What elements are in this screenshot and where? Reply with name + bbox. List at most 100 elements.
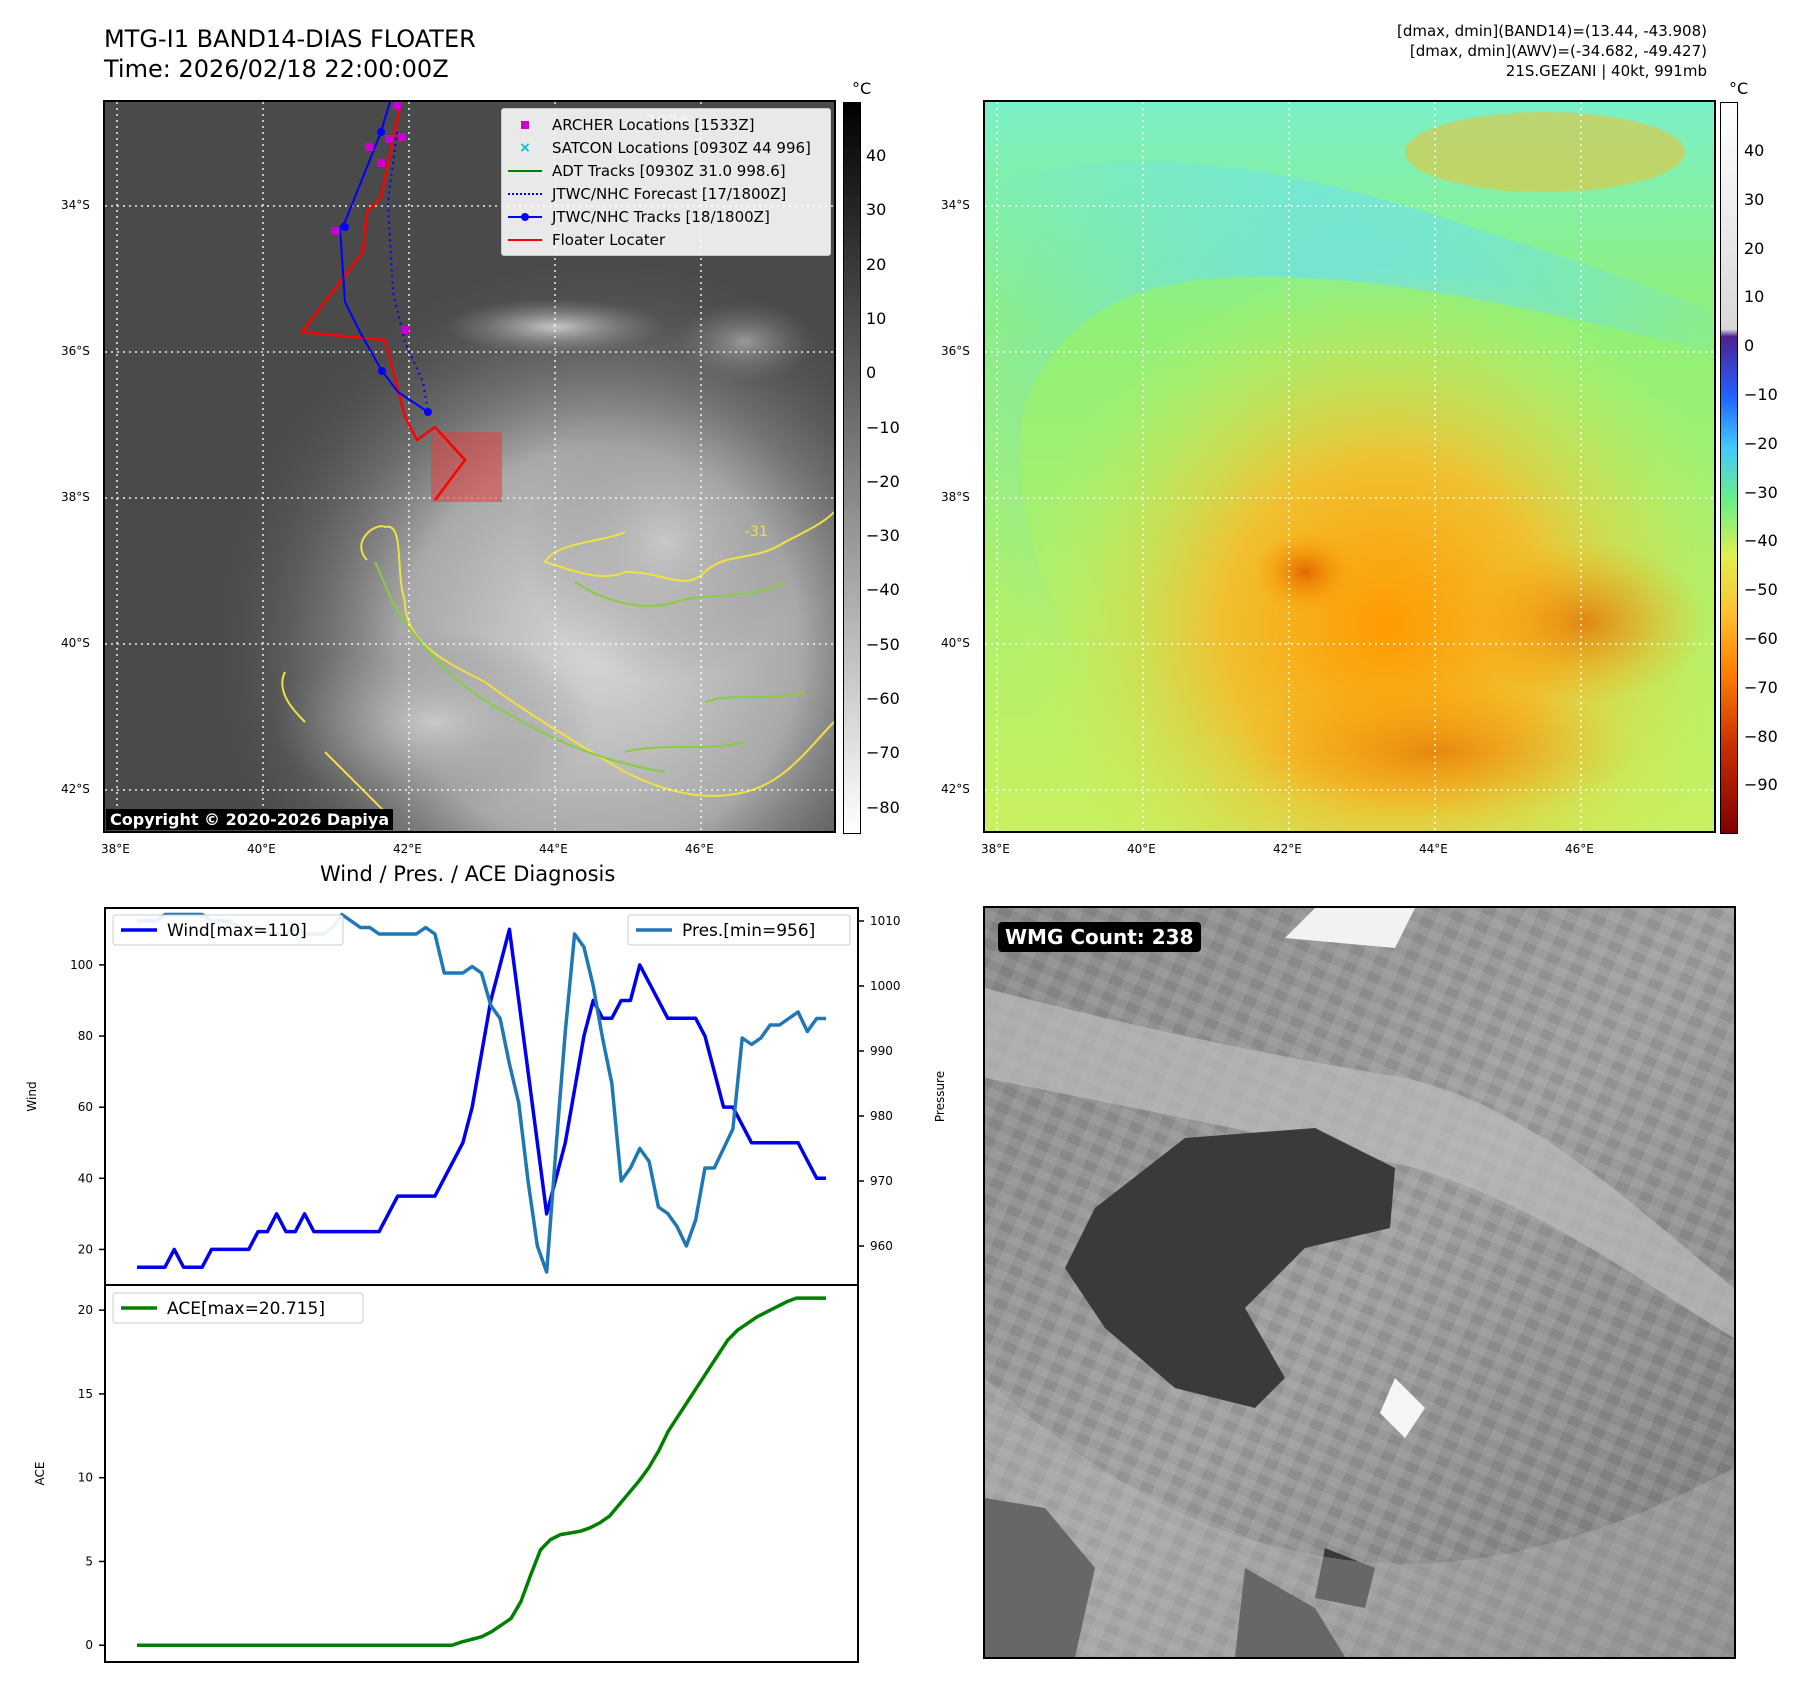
lon-tick-label: 44°E	[539, 842, 568, 856]
wind-y-tick-label: 20	[78, 1242, 93, 1256]
wv-map-panel	[983, 100, 1716, 833]
lat-tick-label: 42°S	[941, 782, 970, 796]
legend-label: JTWC/NHC Tracks [18/1800Z]	[552, 207, 770, 226]
colorbar-tick-label: −80	[1744, 726, 1778, 746]
lat-tick-label: 34°S	[941, 198, 970, 212]
colorbar-tick-label: 30	[1744, 189, 1765, 209]
legend-item-adt: ADT Tracks [0930Z 31.0 998.6]	[508, 159, 824, 182]
colorbar-tick-label: 10	[1744, 287, 1765, 307]
colorbar-tick-label: −60	[1744, 629, 1778, 648]
lat-tick-label: 42°S	[61, 782, 90, 796]
pressure-y-tick-label: 990	[870, 1044, 893, 1058]
colorbar-tick-label: −90	[1744, 775, 1778, 795]
lon-tick-label: 46°E	[685, 842, 714, 856]
ace-axes	[104, 1284, 859, 1663]
dotted-line-icon	[508, 187, 542, 201]
lat-tick-label: 38°S	[941, 490, 970, 504]
legend-item-floater: Floater Locater	[508, 228, 824, 251]
wv-map-image	[985, 102, 1714, 831]
lon-tick-label: 44°E	[1419, 842, 1448, 856]
ir-legend: ARCHER Locations [1533Z] × SATCON Locati…	[501, 108, 831, 256]
lat-tick-label: 40°S	[61, 636, 90, 650]
legend-item-satcon: × SATCON Locations [0930Z 44 996]	[508, 136, 824, 159]
wind-legend-box	[112, 914, 344, 946]
ace-y-tick-label: 0	[85, 1638, 93, 1652]
lon-tick-label: 42°E	[393, 842, 422, 856]
colorbar-tick-label: −80	[866, 797, 900, 817]
colorbar-tick-label: 10	[866, 308, 887, 328]
ir-colorbar-unit: °C	[852, 79, 872, 98]
wind-y-tick-label: 100	[70, 958, 93, 972]
ace-series-line	[137, 1296, 826, 1647]
line-marker-icon	[508, 164, 542, 178]
lon-tick-label: 42°E	[1273, 842, 1302, 856]
colorbar-tick-label: 0	[866, 363, 877, 383]
pressure-y-tick-label: 970	[870, 1174, 893, 1188]
lat-tick-label: 40°S	[941, 636, 970, 650]
line-marker-icon	[508, 233, 542, 247]
figure-time: Time: 2026/02/18 22:00:00Z	[104, 55, 449, 83]
ir-map-panel: 2026 ARCHER Locations [1533Z] × SATCON L…	[103, 100, 836, 833]
legend-label: JTWC/NHC Forecast [17/1800Z]	[552, 184, 787, 203]
lon-tick-label: 46°E	[1565, 842, 1594, 856]
legend-item-jtwc-forecast: JTWC/NHC Forecast [17/1800Z]	[508, 182, 824, 205]
wind-y-tick-label: 80	[78, 1029, 93, 1043]
lat-tick-label: 34°S	[61, 198, 90, 212]
lat-tick-label: 36°S	[61, 344, 90, 358]
colorbar-tick-label: 0	[1744, 336, 1755, 356]
pressure-y-tick-label: 1010	[870, 914, 901, 928]
ace-legend-label: ACE[max=20.715]	[167, 1299, 325, 1319]
colorbar-tick-label: −70	[1744, 677, 1778, 697]
diagnosis-chart: 20 40 60 80 100 960 970 980 990 1000 1010 0 5 10 15 20 W…	[25, 907, 947, 1663]
legend-label: SATCON Locations [0930Z 44 996]	[552, 138, 811, 157]
colorbar-tick-label: −40	[1744, 531, 1778, 551]
band14-range: [dmax, dmin](BAND14)=(13.44, -43.908)	[1396, 22, 1707, 40]
colorbar-tick-label: −40	[866, 580, 900, 600]
colorbar-tick-label: −30	[866, 526, 900, 546]
colorbar-tick-label: −60	[866, 689, 900, 708]
legend-label: ADT Tracks [0930Z 31.0 998.6]	[552, 161, 786, 180]
copyright-label: Copyright © 2020-2026 Dapiya	[106, 809, 394, 830]
storm-info: 21S.GEZANI | 40kt, 991mb	[1505, 62, 1707, 80]
colorbar-tick-label: 40	[1744, 141, 1765, 160]
ace-y-tick-label: 5	[85, 1554, 93, 1568]
colorbar-tick-label: −70	[866, 743, 900, 763]
colorbar-tick-label: 40	[866, 146, 887, 165]
legend-label: Floater Locater	[552, 230, 666, 249]
colorbar-tick-label: −10	[866, 417, 900, 437]
legend-item-jtwc-tracks: JTWC/NHC Tracks [18/1800Z]	[508, 205, 824, 228]
awv-range: [dmax, dmin](AWV)=(-34.682, -49.427)	[1409, 42, 1707, 60]
lon-tick-label: 40°E	[1127, 842, 1156, 856]
wmg-panel: WMG Count: 238	[983, 906, 1736, 1659]
pressure-legend-box	[627, 914, 851, 946]
colorbar-tick-label: −30	[1744, 482, 1778, 502]
wind-y-tick-label: 40	[78, 1171, 93, 1185]
wind-series-line	[137, 927, 826, 1269]
pressure-series-line	[137, 912, 826, 1274]
colorbar-tick-label: 20	[866, 254, 887, 274]
wind-axis-label: Wind	[25, 1081, 39, 1111]
figure-title: MTG-I1 BAND14-DIAS FLOATER	[104, 25, 476, 53]
x-marker-icon: ×	[519, 139, 531, 156]
pressure-y-tick-label: 1000	[870, 979, 901, 993]
colorbar-tick-label: 20	[1744, 238, 1765, 258]
colorbar-tick-label: −50	[1744, 580, 1778, 600]
wv-colorbar	[1720, 102, 1738, 834]
legend-label: ARCHER Locations [1533Z]	[552, 115, 755, 134]
line-dot-marker-icon	[508, 210, 542, 224]
pressure-y-tick-label: 960	[870, 1239, 893, 1253]
colorbar-tick-label: −20	[866, 471, 900, 491]
colorbar-tick-label: −50	[866, 634, 900, 654]
legend-item-archer: ARCHER Locations [1533Z]	[508, 113, 824, 136]
lon-tick-label: 38°E	[101, 842, 130, 856]
wind-pressure-axes	[104, 907, 859, 1286]
ace-y-tick-label: 10	[78, 1471, 93, 1485]
wind-y-tick-label: 60	[78, 1100, 93, 1114]
wv-colorbar-unit: °C	[1729, 79, 1749, 98]
wmg-image	[985, 908, 1734, 1657]
ace-legend-box	[112, 1292, 364, 1324]
ace-y-tick-label: 15	[78, 1387, 93, 1401]
ace-axis-label: ACE	[33, 1462, 47, 1486]
wind-legend-label: Wind[max=110]	[167, 921, 307, 941]
colorbar-tick-label: −10	[1744, 385, 1778, 404]
